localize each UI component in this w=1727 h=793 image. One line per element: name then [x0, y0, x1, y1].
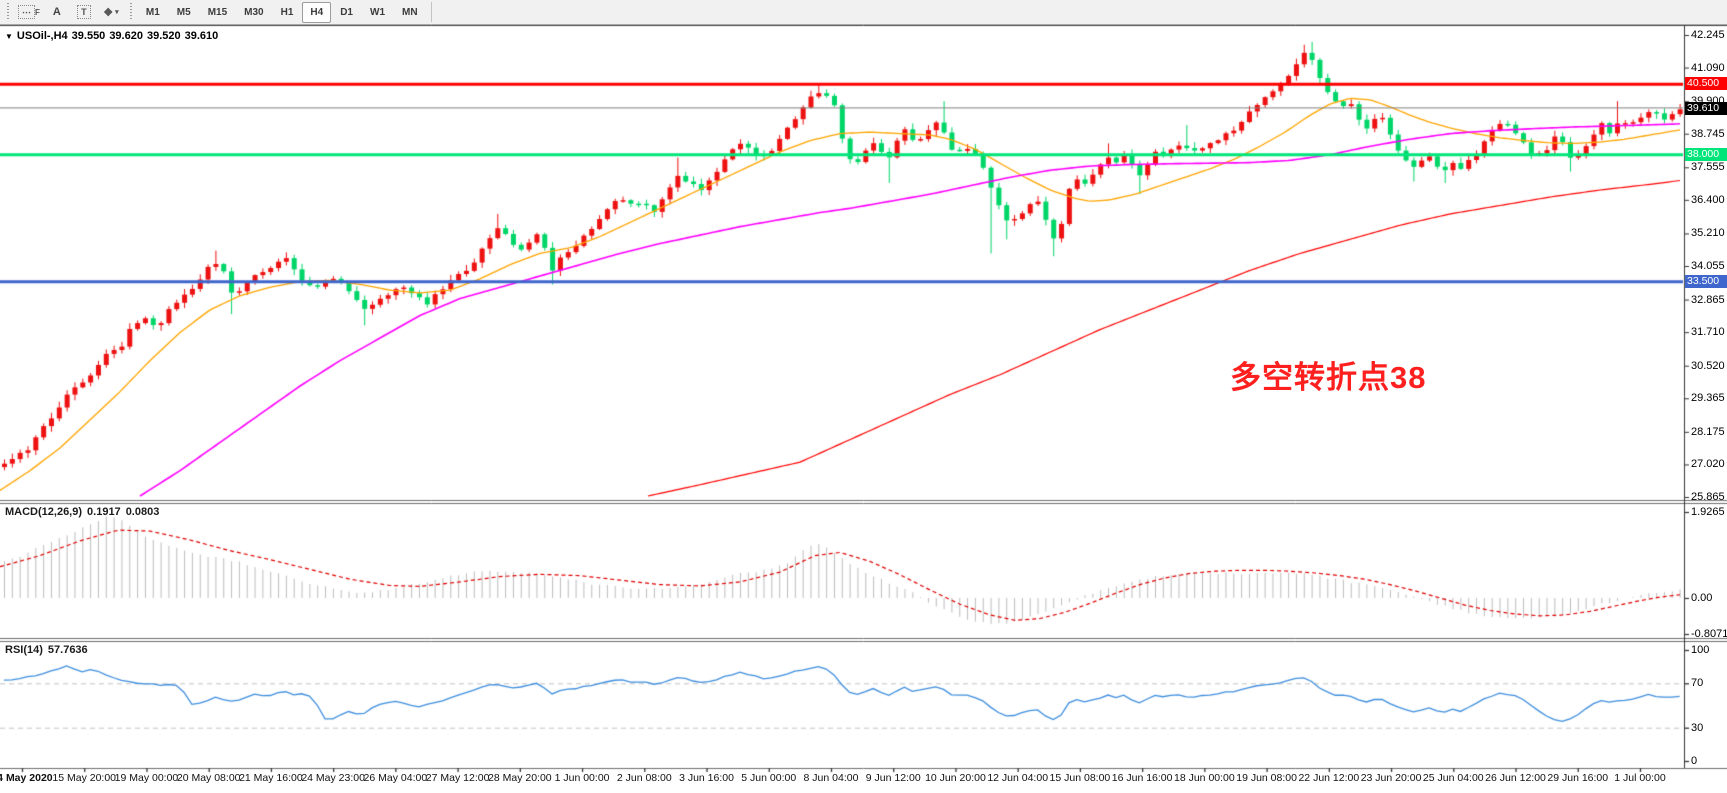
macd-value-signal: 0.0803: [125, 506, 160, 518]
price-axis-tick: 37.555: [1691, 161, 1725, 174]
price-axis-tick: 25.865: [1691, 491, 1725, 503]
time-axis-label: 21 May 16:00: [239, 772, 303, 784]
time-axis-label: 1 Jun 00:00: [554, 772, 610, 784]
price-axis-tick: 31.710: [1691, 326, 1725, 339]
time-axis-label: 15 May 20:00: [52, 772, 117, 784]
price-open: 39.550: [71, 30, 106, 42]
time-axis-label: 19 Jun 08:00: [1236, 772, 1297, 784]
price-close: 39.610: [184, 30, 219, 42]
time-axis-label: 8 Jun 04:00: [803, 772, 859, 784]
price-axis-tick: 35.210: [1691, 227, 1725, 240]
macd-axis-tick: 1.9265: [1691, 506, 1725, 518]
time-axis-label: 10 Jun 20:00: [925, 772, 986, 784]
time-axis-label: 15 Jun 08:00: [1049, 772, 1111, 784]
time-axis-label: 14 May 2020: [0, 772, 53, 784]
price-low: 39.520: [146, 30, 181, 42]
price-axis-tick: 29.365: [1691, 392, 1725, 405]
time-axis-label: 16 Jun 16:00: [1111, 772, 1173, 784]
time-axis-label: 26 Jun 12:00: [1485, 772, 1546, 784]
price-axis-tick: 38.745: [1691, 127, 1725, 140]
macd-value-main: 0.1917: [87, 506, 121, 518]
time-axis-label: 29 Jun 16:00: [1547, 772, 1609, 784]
price-axis-tick: 32.865: [1691, 293, 1725, 306]
time-axis-label: 18 Jun 00:00: [1174, 772, 1235, 784]
symbol-dropdown-icon[interactable]: ▼: [5, 32, 13, 41]
time-axis-label: 26 May 04:00: [363, 772, 428, 784]
time-axis-label: 27 May 12:00: [425, 772, 490, 784]
time-axis-label: 20 May 08:00: [176, 772, 241, 784]
price-level-badge: 38.000: [1685, 147, 1727, 161]
time-axis-label: 1 Jul 00:00: [1614, 772, 1666, 784]
rsi-name: RSI(14): [5, 644, 43, 656]
rsi-axis-tick: 100: [1691, 644, 1710, 656]
time-axis-label: 25 Jun 04:00: [1422, 772, 1484, 784]
macd-name: MACD(12,26,9): [5, 506, 83, 518]
chart-annotation-text: 多空转折点38: [1230, 360, 1427, 395]
price-axis-tick: 36.400: [1691, 193, 1725, 206]
price-axis-tick: 30.520: [1691, 359, 1725, 372]
time-axis-label: 3 Jun 16:00: [679, 772, 734, 784]
time-axis-label: 24 May 23:00: [301, 772, 365, 784]
price-level-badge: 40.500: [1685, 77, 1727, 91]
rsi-indicator-label: RSI(14) 57.7636: [5, 644, 93, 656]
time-axis-label: 19 May 00:00: [114, 772, 179, 784]
rsi-value: 57.7636: [47, 644, 88, 656]
price-axis-tick: 42.245: [1691, 29, 1725, 41]
symbol-name: USOil-,H4: [16, 30, 68, 42]
macd-axis-tick: -0.8071: [1691, 628, 1727, 640]
rsi-axis-tick: 30: [1691, 721, 1704, 734]
macd-axis-tick: 0.00: [1691, 591, 1713, 604]
price-axis-tick: 27.020: [1691, 458, 1725, 471]
rsi-axis-tick: 0: [1691, 755, 1698, 767]
time-axis-label: 23 Jun 20:00: [1360, 772, 1422, 784]
time-axis-label: 9 Jun 12:00: [865, 772, 921, 784]
current-price-badge: 39.610: [1685, 102, 1727, 116]
price-axis-tick: 28.175: [1691, 425, 1725, 438]
time-axis-label: 12 Jun 04:00: [987, 772, 1049, 784]
time-axis-label: 5 Jun 00:00: [741, 772, 797, 784]
price-high: 39.620: [109, 30, 143, 42]
macd-indicator-label: MACD(12,26,9) 0.1917 0.0803: [5, 506, 164, 518]
price-axis-tick: 41.090: [1691, 61, 1725, 74]
time-axis-label: 22 Jun 12:00: [1298, 772, 1360, 784]
time-axis-label: 2 Jun 08:00: [616, 772, 672, 784]
rsi-axis-tick: 70: [1691, 677, 1704, 690]
time-axis-label: 28 May 20:00: [488, 772, 552, 784]
symbol-header[interactable]: ▼ USOil-,H4 39.550 39.620 39.520 39.610: [5, 30, 222, 42]
price-level-badge: 33.500: [1685, 274, 1727, 288]
price-axis-tick: 34.055: [1691, 260, 1725, 272]
